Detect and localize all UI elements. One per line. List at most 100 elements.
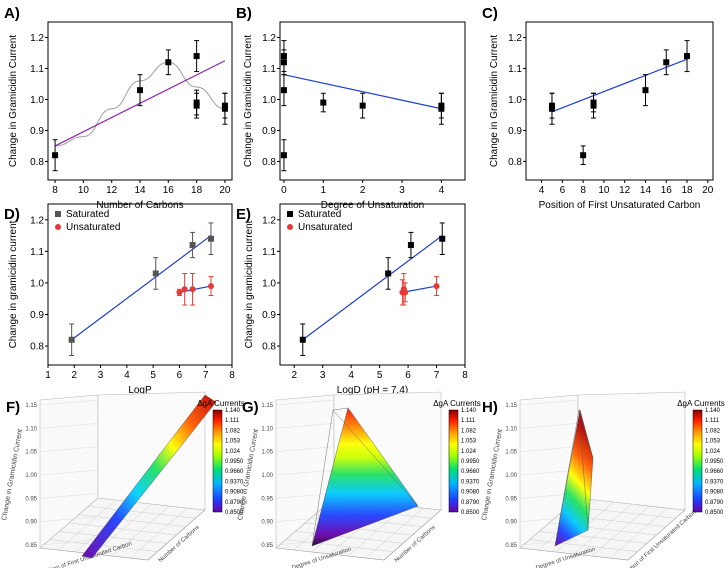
x-axis-label: Number of Carbons: [96, 200, 183, 211]
data-point: [280, 152, 287, 159]
z-grid: [39, 469, 99, 476]
data-point: [580, 152, 587, 159]
colorbar-tick-label: 0.9370: [461, 479, 480, 485]
x-tick-label: 14: [134, 185, 146, 196]
z-grid: [275, 446, 335, 452]
z-tick-label: 0.95: [261, 496, 273, 502]
panel-F: F) 0.85 0.90 0.95 1.00 1.05 1.10 1.15 Change in …: [1, 391, 245, 568]
colorbar-tick-label: 1.111: [461, 418, 476, 424]
z-tick-label: 1.05: [505, 450, 517, 456]
data-point: [137, 87, 143, 94]
colorbar-tick-label: 1.140: [225, 408, 241, 414]
x-tick-label: 1: [45, 370, 51, 381]
y-axis-label: Change in Gramicidin Current: [243, 35, 254, 168]
z-tick-label: 1.00: [25, 473, 37, 479]
legend-marker: [287, 224, 293, 230]
data-point: [359, 102, 366, 109]
colorbar-title: ΔgA Currents: [197, 399, 245, 408]
colorbar-tick-label: 0.9370: [225, 479, 244, 485]
z-tick-label: 1.10: [261, 426, 273, 432]
colorbar-tick-label: 1.140: [461, 408, 477, 414]
y-tick-label: 0.9: [30, 310, 44, 321]
data-point: [402, 289, 409, 296]
colorbar-tick-label: 0.8790: [461, 500, 480, 506]
surface-mesh: [311, 407, 419, 547]
x-tick-label: 6: [177, 370, 183, 381]
x-tick-label: 8: [580, 185, 586, 196]
y-axis-label: Change in Gramicidin Current: [8, 35, 19, 168]
y-tick-label: 0.9: [262, 126, 276, 137]
x-tick-label: 2: [72, 370, 78, 381]
x-tick-label: 12: [619, 185, 631, 196]
x-tick-label: 6: [405, 370, 411, 381]
x-tick-label: 20: [219, 185, 231, 196]
colorbar-tick-label: 0.8790: [225, 500, 244, 506]
panel-label: F): [6, 399, 20, 416]
panel-label: G): [242, 399, 259, 416]
x-tick-label: 4: [439, 185, 445, 196]
surface-edge: [332, 407, 349, 411]
x-tick-label: 4: [348, 370, 354, 381]
legend-marker: [287, 211, 293, 217]
panel-H: H) 0.85 0.90 0.95 1.00 1.05 1.10 1.15 Change in …: [481, 391, 725, 568]
panel-label: E): [236, 206, 251, 223]
z-tick-label: 0.95: [505, 496, 517, 502]
z-grid: [39, 446, 99, 452]
surface-edge: [578, 409, 589, 531]
surface-edge: [554, 409, 580, 547]
colorbar-tick-label: 1.082: [705, 428, 721, 434]
fit-line: [71, 235, 212, 341]
colorbar: [692, 409, 703, 513]
z-tick-label: 1.15: [505, 403, 517, 409]
x-tick-label: 3: [98, 370, 104, 381]
plot-frame: [47, 203, 233, 366]
y-tick-label: 0.8: [30, 342, 44, 353]
x-axis-label: Position of First Unsaturated Carbon: [539, 200, 701, 211]
x-tick-label: 16: [163, 185, 175, 196]
data-point: [642, 87, 649, 94]
z-tick-label: 1.05: [25, 450, 37, 456]
data-point: [280, 87, 287, 94]
data-point: [221, 102, 228, 109]
x-tick-label: 5: [377, 370, 383, 381]
colorbar-tick-label: 0.9080: [225, 490, 244, 496]
z-tick-label: 0.90: [505, 520, 517, 526]
floor-grid: [365, 507, 424, 559]
z-tick-label: 1.10: [25, 426, 37, 432]
x-axis-label: Degree of Unsaturation: [321, 200, 424, 211]
panel-label: H): [482, 399, 498, 416]
data-point: [590, 99, 597, 106]
colorbar-tick-label: 0.9660: [225, 469, 244, 475]
y-tick-label: 1.2: [30, 215, 44, 226]
z-grid: [519, 399, 579, 406]
z-tick-label: 0.90: [25, 520, 37, 526]
x-axis-label: LogD (pH = 7.4): [337, 385, 408, 396]
fit-line: [551, 58, 688, 113]
data-point: [152, 270, 159, 277]
colorbar-tick-label: 1.024: [225, 449, 241, 455]
y-tick-label: 0.8: [30, 157, 44, 168]
data-point: [181, 286, 188, 293]
z-grid: [519, 539, 579, 546]
colorbar-tick-label: 0.9080: [705, 490, 724, 496]
floor-grid: [129, 507, 188, 559]
z-tick-label: 0.90: [261, 520, 273, 526]
panel-C: 4 6 8 10 12 14 16 18 20 0.8 0.9 1.0 1.1 1.2 Position o…: [482, 5, 714, 211]
data-point: [663, 59, 670, 66]
panel-label: B): [236, 5, 252, 22]
y-tick-label: 0.8: [262, 342, 276, 353]
x-tick-label: 1: [321, 185, 327, 196]
x-tick-label: 2: [291, 370, 297, 381]
z-grid: [275, 399, 335, 406]
z-grid: [275, 493, 335, 499]
y-tick-label: 1.0: [508, 95, 522, 106]
y-tick-label: 0.8: [508, 157, 522, 168]
fit-line: [302, 235, 443, 341]
z-tick-label: 1.00: [261, 473, 273, 479]
x-tick-label: 4: [539, 185, 545, 196]
x-tick-label: 10: [598, 185, 610, 196]
z-tick-label: 0.85: [505, 543, 517, 549]
z-tick-label: 1.10: [505, 426, 517, 432]
